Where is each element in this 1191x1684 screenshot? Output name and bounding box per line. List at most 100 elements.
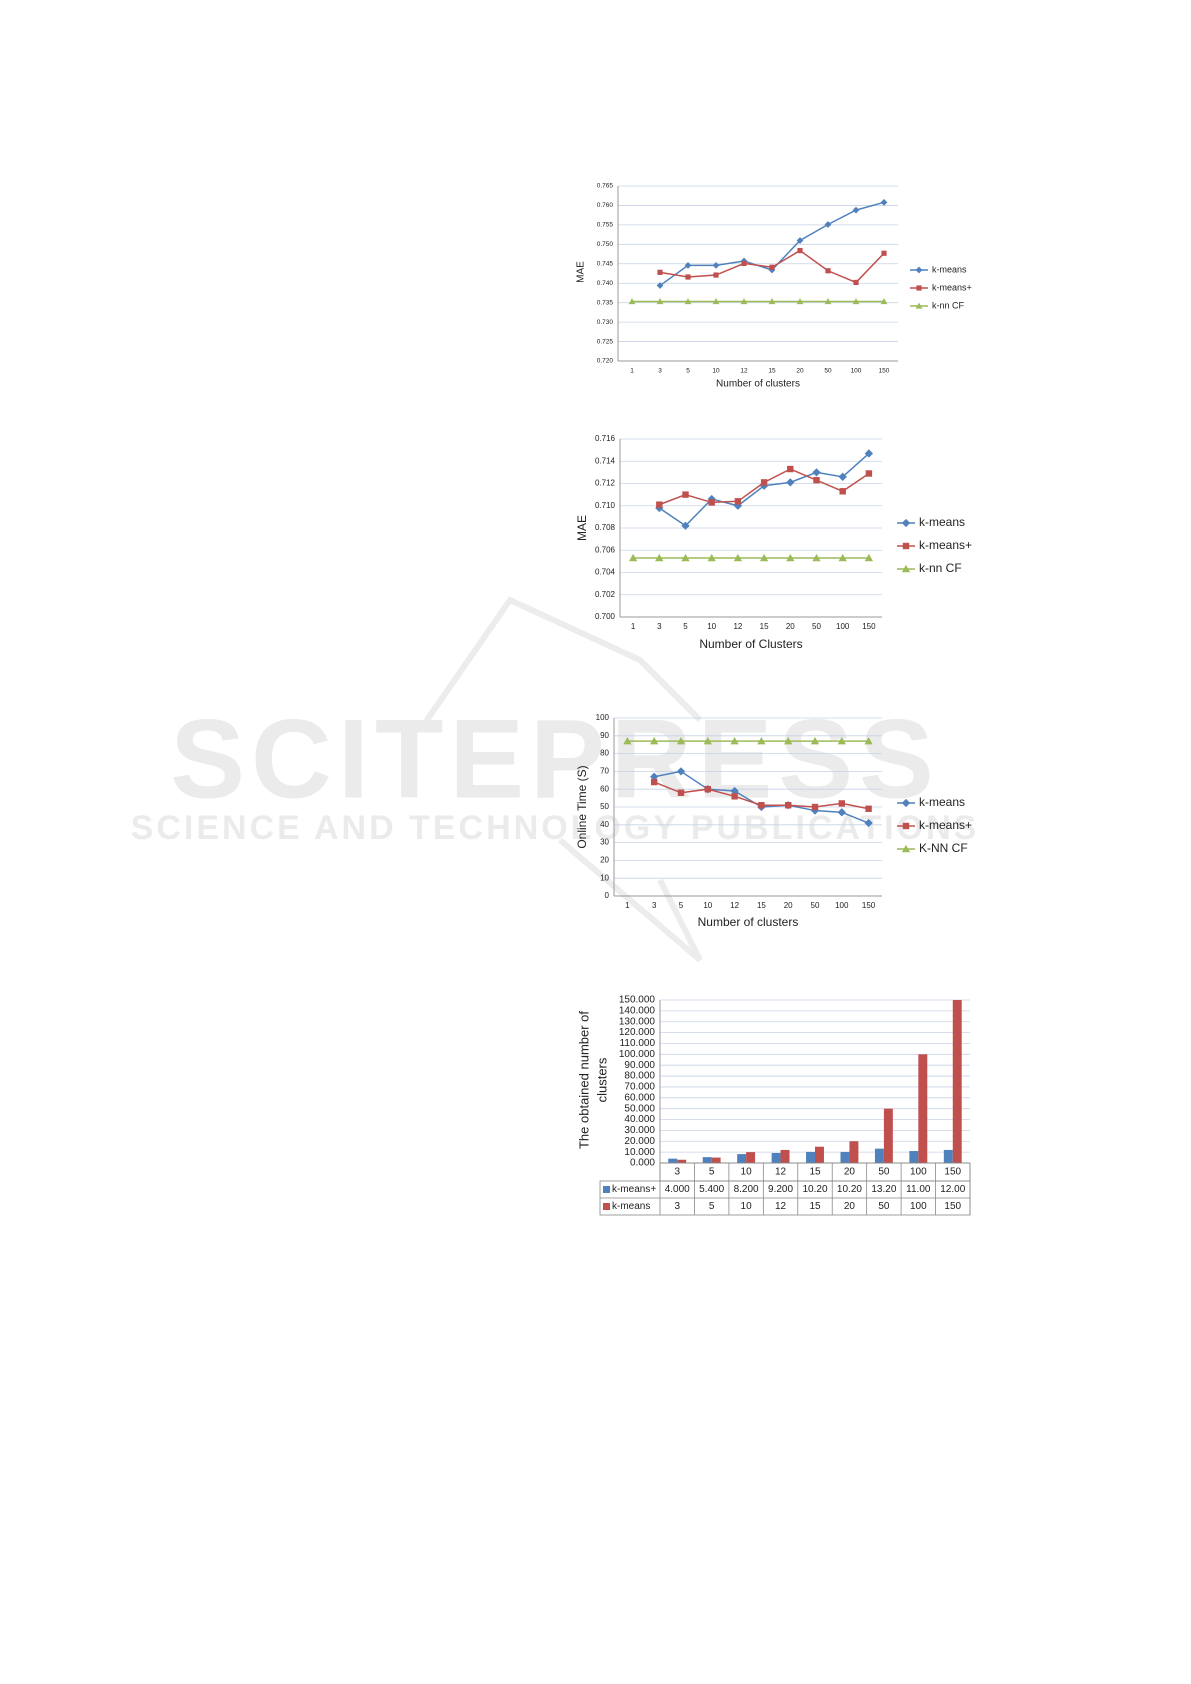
y-tick-label: 60.000 xyxy=(624,1092,655,1103)
x-tick-label: 150 xyxy=(944,1167,961,1178)
x-tick-label: 5 xyxy=(683,622,688,631)
bar xyxy=(677,1159,687,1163)
y-tick-label: 0.735 xyxy=(597,299,614,306)
marker xyxy=(785,802,792,809)
bar xyxy=(874,1148,884,1163)
marker xyxy=(704,786,711,793)
y-tick-label: 0.702 xyxy=(595,590,616,599)
marker xyxy=(712,261,720,269)
y-axis-label: clusters xyxy=(594,1057,609,1102)
y-tick-label: 0.708 xyxy=(595,523,616,532)
marker xyxy=(768,298,776,305)
marker xyxy=(712,298,720,305)
marker xyxy=(784,736,793,745)
marker xyxy=(707,553,716,562)
table-value: 50 xyxy=(878,1201,890,1212)
marker xyxy=(758,802,765,809)
x-tick-label: 150 xyxy=(879,368,890,375)
y-tick-label: 0.755 xyxy=(597,222,614,229)
marker xyxy=(901,844,911,853)
bar xyxy=(702,1157,712,1163)
series-line xyxy=(654,770,869,824)
y-tick-label: 0.725 xyxy=(597,338,614,345)
x-tick-label: 50 xyxy=(878,1167,890,1178)
legend-label: k-means xyxy=(919,795,965,809)
marker xyxy=(838,553,847,562)
legend-label: k-means xyxy=(919,515,965,529)
x-tick-label: 5 xyxy=(686,368,690,375)
watermark-subtitle: SCIENCE AND TECHNOLOGY PUBLICATIONS xyxy=(131,809,980,847)
y-tick-label: 140.000 xyxy=(619,1006,656,1017)
legend-label: K-NN CF xyxy=(919,841,968,855)
legend-key xyxy=(603,1186,610,1193)
marker xyxy=(759,553,769,562)
table-value: 13.20 xyxy=(871,1184,896,1195)
y-tick-label: 0.745 xyxy=(597,260,614,267)
marker xyxy=(786,553,795,562)
y-tick-label: 10.000 xyxy=(624,1147,655,1158)
marker xyxy=(901,798,911,808)
marker xyxy=(731,793,738,800)
marker xyxy=(768,266,776,274)
marker xyxy=(733,553,743,562)
bar xyxy=(849,1141,859,1163)
marker xyxy=(676,767,686,776)
marker xyxy=(852,298,860,305)
y-tick-label: 0.712 xyxy=(595,479,616,488)
marker xyxy=(734,498,742,505)
table-value: 10.20 xyxy=(837,1184,862,1195)
x-tick-label: 100 xyxy=(836,622,850,631)
marker xyxy=(628,553,638,562)
x-tick-label: 15 xyxy=(809,1167,821,1178)
y-tick-label: 0.750 xyxy=(597,241,614,248)
x-tick-label: 10 xyxy=(703,901,712,910)
marker xyxy=(797,247,803,254)
marker xyxy=(708,499,715,506)
bar xyxy=(737,1154,747,1163)
x-tick-label: 3 xyxy=(657,622,662,631)
marker xyxy=(864,736,873,745)
x-tick-label: 20 xyxy=(786,622,795,631)
marker xyxy=(730,786,739,796)
bar xyxy=(771,1153,781,1163)
y-tick-label: 80 xyxy=(600,749,609,758)
marker xyxy=(657,269,663,275)
table-value: 100 xyxy=(910,1201,927,1212)
bar xyxy=(918,1054,928,1163)
marker xyxy=(656,501,663,508)
x-tick-label: 12 xyxy=(733,622,742,631)
legend-label: k-nn CF xyxy=(919,561,962,575)
marker xyxy=(677,789,685,796)
y-tick-label: 70 xyxy=(600,767,609,776)
x-tick-label: 10 xyxy=(741,1167,753,1178)
marker xyxy=(628,298,636,305)
legend-label: k-means+ xyxy=(919,818,972,832)
marker xyxy=(676,736,686,745)
y-tick-label: 0.765 xyxy=(597,183,614,190)
marker xyxy=(837,736,846,745)
x-tick-label: 50 xyxy=(811,901,820,910)
marker xyxy=(853,279,859,286)
marker xyxy=(684,261,692,269)
y-tick-label: 0 xyxy=(605,891,610,900)
x-tick-label: 100 xyxy=(851,368,862,375)
bar xyxy=(746,1152,756,1163)
marker xyxy=(650,772,659,781)
y-tick-label: 40.000 xyxy=(624,1114,655,1125)
marker xyxy=(810,736,820,745)
marker xyxy=(685,274,691,280)
x-tick-label: 15 xyxy=(768,368,776,375)
x-axis-label: Number of clusters xyxy=(716,379,800,390)
x-tick-label: 12 xyxy=(740,368,748,375)
y-axis-label: MAE xyxy=(575,515,589,541)
x-tick-label: 5 xyxy=(709,1167,715,1178)
marker xyxy=(864,553,874,562)
marker xyxy=(757,736,766,745)
marker xyxy=(681,521,690,530)
y-tick-label: 20 xyxy=(600,856,609,865)
y-tick-label: 120.000 xyxy=(619,1027,656,1038)
y-tick-label: 30.000 xyxy=(624,1125,655,1136)
x-tick-label: 3 xyxy=(652,901,657,910)
marker xyxy=(824,298,832,305)
